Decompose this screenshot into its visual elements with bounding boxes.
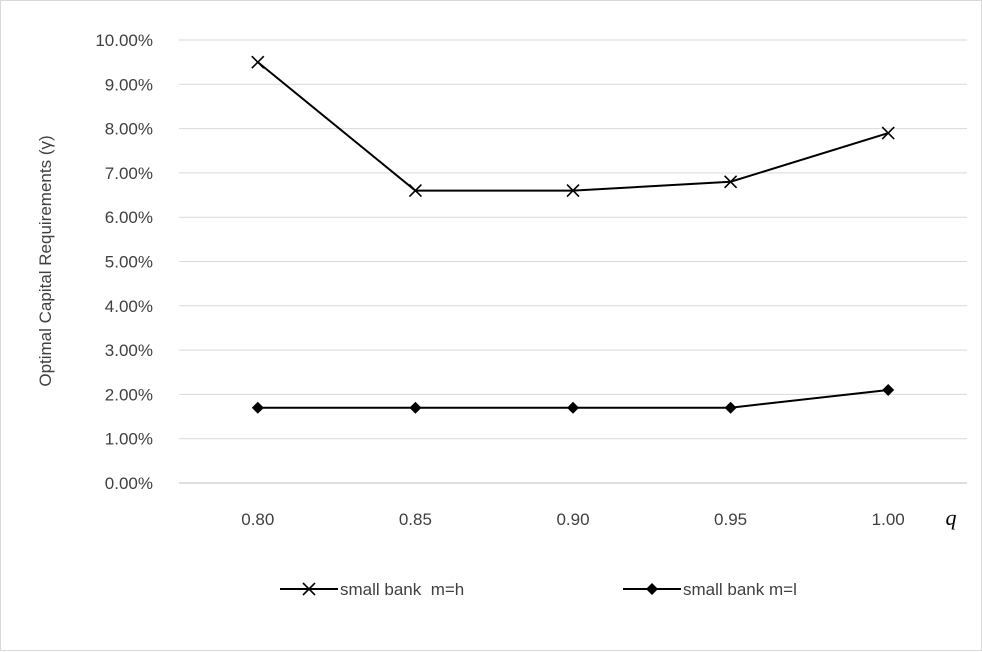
- y-tick-label: 2.00%: [105, 385, 153, 404]
- y-tick-label: 5.00%: [105, 253, 153, 272]
- legend: small bank m=h small bank m=l: [280, 580, 797, 599]
- y-tick-label: 9.00%: [105, 75, 153, 94]
- data-point-diamond-marker: [409, 401, 422, 414]
- y-tick-label: 0.00%: [105, 474, 153, 493]
- data-point-x-marker: [566, 184, 580, 198]
- y-tick-label: 10.00%: [95, 31, 153, 50]
- series-2: [251, 383, 895, 414]
- y-tick-label: 8.00%: [105, 120, 153, 139]
- y-tick-label: 4.00%: [105, 297, 153, 316]
- x-tick-label: 1.00: [872, 510, 905, 529]
- x-tick-label: 0.85: [399, 510, 432, 529]
- gridlines: [179, 39, 967, 484]
- y-tick-label: 1.00%: [105, 430, 153, 449]
- series-line: [257, 61, 889, 192]
- series-layer: [251, 55, 895, 414]
- x-tick-label: 0.80: [241, 510, 274, 529]
- legend-x-marker: [302, 582, 316, 596]
- y-tick-label: 3.00%: [105, 341, 153, 360]
- legend-item: small bank m=h: [280, 580, 464, 599]
- data-point-diamond-marker: [724, 401, 737, 414]
- x-axis-title: q: [946, 505, 957, 530]
- data-point-x-marker: [408, 184, 422, 198]
- data-point-x-marker: [881, 126, 895, 140]
- x-tick-label: 0.95: [714, 510, 747, 529]
- x-tick-label: 0.90: [556, 510, 589, 529]
- x-axis-ticks: 0.80 0.85 0.90 0.95 1.00: [241, 510, 904, 529]
- legend-label: small bank m=h: [340, 580, 464, 599]
- y-tick-label: 6.00%: [105, 208, 153, 227]
- data-point-x-marker: [724, 175, 738, 189]
- data-point-diamond-marker: [567, 401, 579, 414]
- legend-item: small bank m=l: [623, 580, 797, 599]
- legend-label: small bank m=l: [683, 580, 797, 599]
- series-1: [251, 55, 895, 198]
- data-point-x-marker: [251, 55, 265, 69]
- data-point-diamond-marker: [882, 383, 895, 396]
- y-tick-label: 7.00%: [105, 164, 153, 183]
- y-axis-title: Optimal Capital Requirements (γ): [36, 135, 55, 386]
- legend-diamond-marker: [646, 583, 658, 595]
- data-point-diamond-marker: [251, 401, 264, 414]
- y-axis-ticks: 0.00% 1.00% 2.00% 3.00% 4.00% 5.00% 6.00% 7.00%…: [95, 31, 153, 493]
